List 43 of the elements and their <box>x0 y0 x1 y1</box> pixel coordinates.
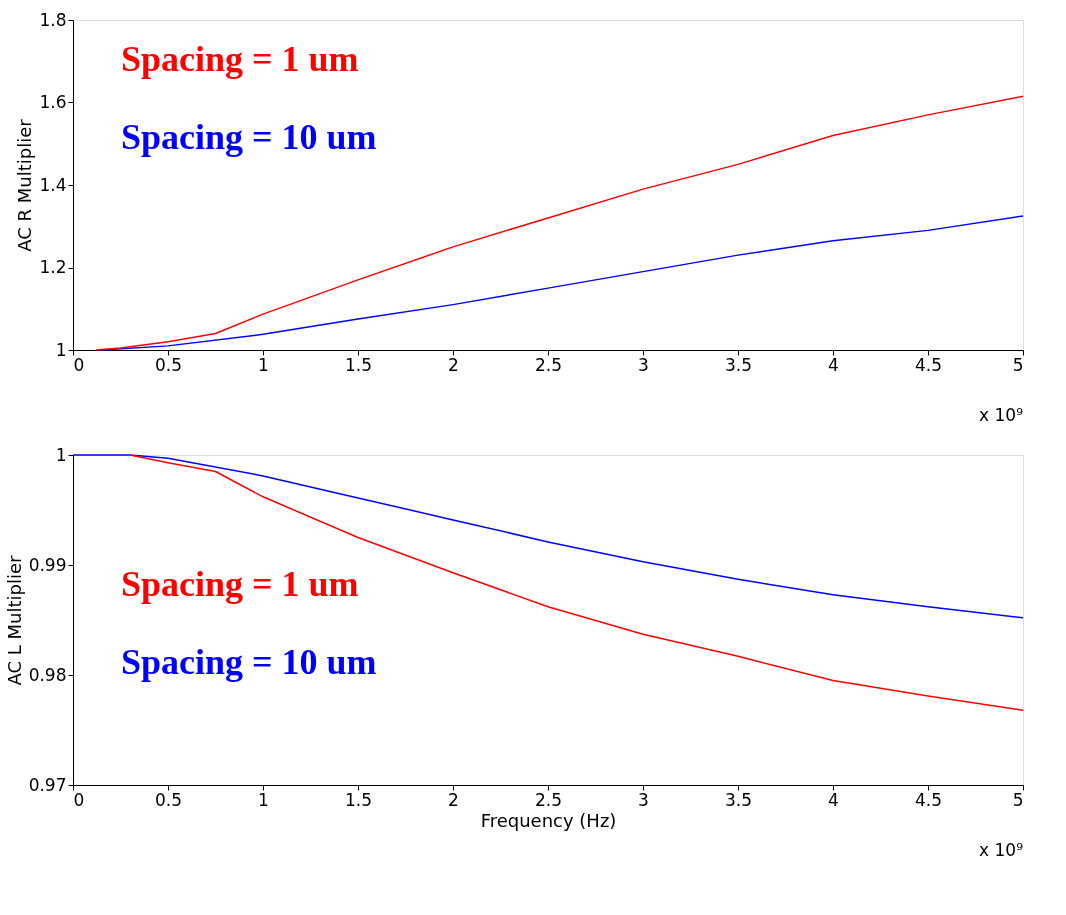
text: x 10⁹ <box>979 840 1024 860</box>
x-tick-label: 1 <box>258 354 269 375</box>
x-tick-label: 4.5 <box>914 354 943 375</box>
x-tick-label: 5 <box>1012 354 1024 375</box>
y-tick-label: 1.6 <box>39 92 67 112</box>
x-tick-label: 3 <box>638 354 649 375</box>
x-tick-label: 0 <box>73 354 85 375</box>
x-tick-label: 4.5 <box>914 789 943 810</box>
series-label: Spacing = 1 um <box>121 564 359 604</box>
text: Spacing = 10 um <box>121 642 377 682</box>
x-tick-label: 0.5 <box>154 354 183 375</box>
x-tick-label: 5 <box>1012 789 1024 810</box>
y-axis-title: AC L Multiplier <box>3 554 25 686</box>
y-tick-label: 0.97 <box>28 774 67 795</box>
x-tick-label: 3.5 <box>724 354 753 375</box>
y-tick-label: 1.8 <box>39 9 67 30</box>
x-tick-label: 2 <box>448 354 459 375</box>
x-tick-label: 2.5 <box>534 789 563 810</box>
text: x 10⁹ <box>979 405 1024 425</box>
y-tick-label: 0.98 <box>28 664 67 685</box>
y-tick-label: 1.2 <box>39 257 67 277</box>
x-tick-label: 1.5 <box>344 354 373 375</box>
x-tick-label: 1.5 <box>344 789 373 810</box>
x-tick-label: 2.5 <box>534 354 563 375</box>
text: Spacing = 1 um <box>121 39 359 79</box>
x-tick-label: 1 <box>258 789 269 810</box>
line-series <box>72 454 1024 619</box>
x-tick-label: 0.5 <box>154 789 183 810</box>
x-tick-label: 4 <box>828 354 839 375</box>
x-tick-label: 3 <box>638 789 649 810</box>
line-series <box>95 95 1024 351</box>
y-tick-label: 1 <box>55 339 67 360</box>
x-tick-label: 0 <box>73 789 85 810</box>
x-tick-label: 3.5 <box>724 789 753 810</box>
text: Spacing = 10 um <box>121 117 377 157</box>
x-tick-label: 4 <box>828 789 839 810</box>
y-axis-title: AC R Multiplier <box>14 118 36 252</box>
y-tick-label: 0.99 <box>28 554 67 575</box>
y-tick-label: 1 <box>55 444 67 465</box>
x-tick-label: 2 <box>448 789 459 810</box>
x-axis-title: Frequency (Hz) <box>480 809 617 831</box>
y-tick-label: 1.4 <box>39 174 67 195</box>
line-series <box>100 215 1024 351</box>
